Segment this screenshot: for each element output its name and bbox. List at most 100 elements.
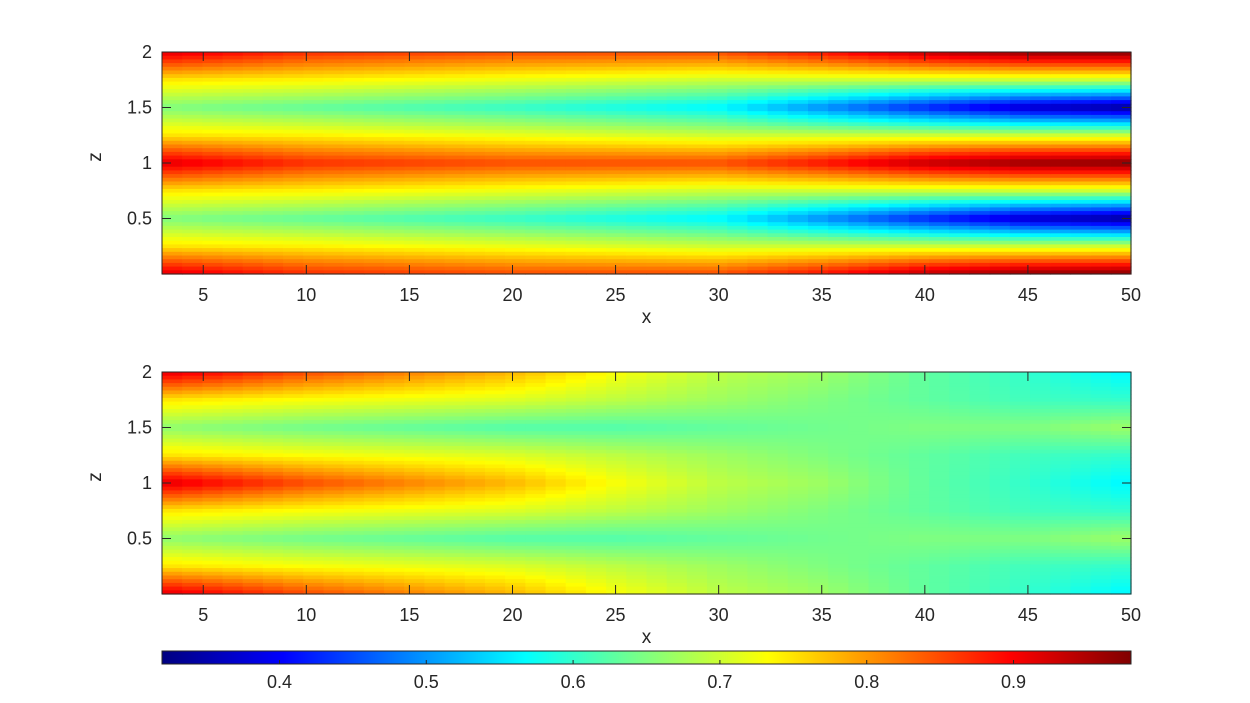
heatmap-cell bbox=[505, 397, 526, 403]
heatmap-cell bbox=[323, 159, 345, 164]
heatmap-cell bbox=[202, 188, 224, 194]
heatmap-cell bbox=[464, 74, 486, 79]
heatmap-cell bbox=[444, 427, 466, 432]
heatmap-cell bbox=[989, 92, 1011, 97]
heatmap-cell bbox=[363, 100, 385, 105]
heatmap-cell bbox=[707, 211, 728, 216]
heatmap-cell bbox=[222, 240, 244, 245]
heatmap-cell bbox=[505, 579, 526, 584]
heatmap-cell bbox=[283, 449, 304, 454]
heatmap-cell bbox=[485, 63, 506, 68]
heatmap-cell bbox=[283, 527, 304, 532]
heatmap-cell bbox=[626, 497, 648, 503]
heatmap-cell bbox=[303, 63, 325, 68]
heatmap-cell bbox=[606, 89, 627, 94]
heatmap-cell bbox=[666, 225, 688, 231]
heatmap-cell bbox=[343, 229, 365, 234]
heatmap-cell bbox=[929, 229, 950, 234]
heatmap-cell bbox=[505, 490, 526, 495]
heatmap-cell bbox=[888, 225, 910, 231]
heatmap-cell bbox=[828, 59, 849, 64]
heatmap-cell bbox=[525, 222, 547, 227]
heatmap-cell bbox=[323, 81, 345, 86]
heatmap-cell bbox=[565, 196, 587, 201]
heatmap-cell bbox=[969, 262, 991, 268]
heatmap-cell bbox=[747, 207, 769, 212]
heatmap-cell bbox=[585, 122, 607, 127]
heatmap-cell bbox=[303, 457, 325, 462]
heatmap-cell bbox=[485, 103, 506, 109]
heatmap-cell bbox=[323, 401, 345, 406]
heatmap-cell bbox=[646, 523, 668, 528]
heatmap-cell bbox=[525, 177, 547, 183]
heatmap-cell bbox=[485, 568, 506, 573]
heatmap-cell bbox=[182, 405, 203, 410]
heatmap-cell bbox=[1009, 259, 1031, 264]
heatmap-cell bbox=[686, 77, 708, 83]
heatmap-cell bbox=[747, 248, 769, 253]
heatmap-cell bbox=[808, 100, 829, 105]
heatmap-cell bbox=[908, 55, 930, 60]
heatmap-cell bbox=[162, 200, 183, 205]
heatmap-cell bbox=[1009, 103, 1031, 109]
heatmap-cell bbox=[162, 66, 183, 72]
heatmap-cell bbox=[747, 133, 769, 138]
heatmap-cell bbox=[606, 129, 627, 134]
heatmap-cell bbox=[767, 244, 789, 249]
heatmap-cell bbox=[666, 192, 688, 197]
heatmap-cell bbox=[1090, 166, 1112, 171]
heatmap-cell bbox=[707, 129, 728, 134]
heatmap-cell bbox=[949, 214, 971, 220]
heatmap-cell bbox=[303, 505, 325, 510]
heatmap-cell bbox=[222, 225, 244, 231]
heatmap-cell bbox=[707, 553, 728, 558]
heatmap-cell bbox=[242, 438, 264, 443]
heatmap-cell bbox=[323, 405, 345, 410]
heatmap-cell bbox=[1070, 166, 1092, 171]
heatmap-cell bbox=[1070, 255, 1092, 260]
heatmap-cell bbox=[262, 464, 284, 469]
heatmap-cell bbox=[363, 401, 385, 406]
heatmap-cell bbox=[283, 434, 304, 440]
heatmap-cell bbox=[485, 185, 506, 190]
heatmap-cell bbox=[929, 211, 950, 216]
heatmap-cell bbox=[424, 251, 446, 257]
heatmap-cell bbox=[767, 386, 789, 392]
heatmap-cell bbox=[868, 63, 890, 68]
y-tick-label: 0.5 bbox=[127, 209, 152, 229]
heatmap-cell bbox=[727, 63, 749, 68]
heatmap-cell bbox=[545, 409, 567, 414]
heatmap-cell bbox=[626, 383, 648, 388]
heatmap-cell bbox=[969, 92, 991, 97]
heatmap-cell bbox=[464, 508, 486, 514]
heatmap-cell bbox=[323, 564, 345, 569]
heatmap-cell bbox=[666, 479, 688, 484]
heatmap-cell bbox=[1110, 85, 1132, 90]
heatmap-cell bbox=[787, 63, 809, 68]
heatmap-cell bbox=[323, 214, 345, 220]
heatmap-cell bbox=[363, 214, 385, 220]
heatmap-cell bbox=[666, 505, 688, 510]
heatmap-cell bbox=[585, 114, 607, 120]
heatmap-cell bbox=[283, 140, 304, 146]
heatmap-cell bbox=[606, 170, 627, 175]
heatmap-cell bbox=[787, 218, 809, 223]
heatmap-cell bbox=[747, 457, 769, 462]
heatmap-cell bbox=[262, 427, 284, 432]
heatmap-cell bbox=[303, 100, 325, 105]
heatmap-cell bbox=[384, 192, 405, 197]
heatmap-cell bbox=[646, 582, 668, 588]
heatmap-cell bbox=[1070, 244, 1092, 249]
heatmap-cell bbox=[646, 457, 668, 462]
heatmap-cell bbox=[828, 111, 849, 116]
heatmap-cell bbox=[485, 81, 506, 86]
heatmap-cell bbox=[162, 270, 183, 275]
heatmap-cell bbox=[1030, 159, 1051, 164]
heatmap-cell bbox=[444, 571, 466, 577]
heatmap-cell bbox=[1009, 52, 1031, 57]
heatmap-cell bbox=[424, 192, 446, 197]
x-tick-label: 25 bbox=[606, 285, 626, 305]
heatmap-cell bbox=[363, 531, 385, 536]
heatmap-cell bbox=[343, 148, 365, 153]
heatmap-cell bbox=[1070, 52, 1092, 57]
